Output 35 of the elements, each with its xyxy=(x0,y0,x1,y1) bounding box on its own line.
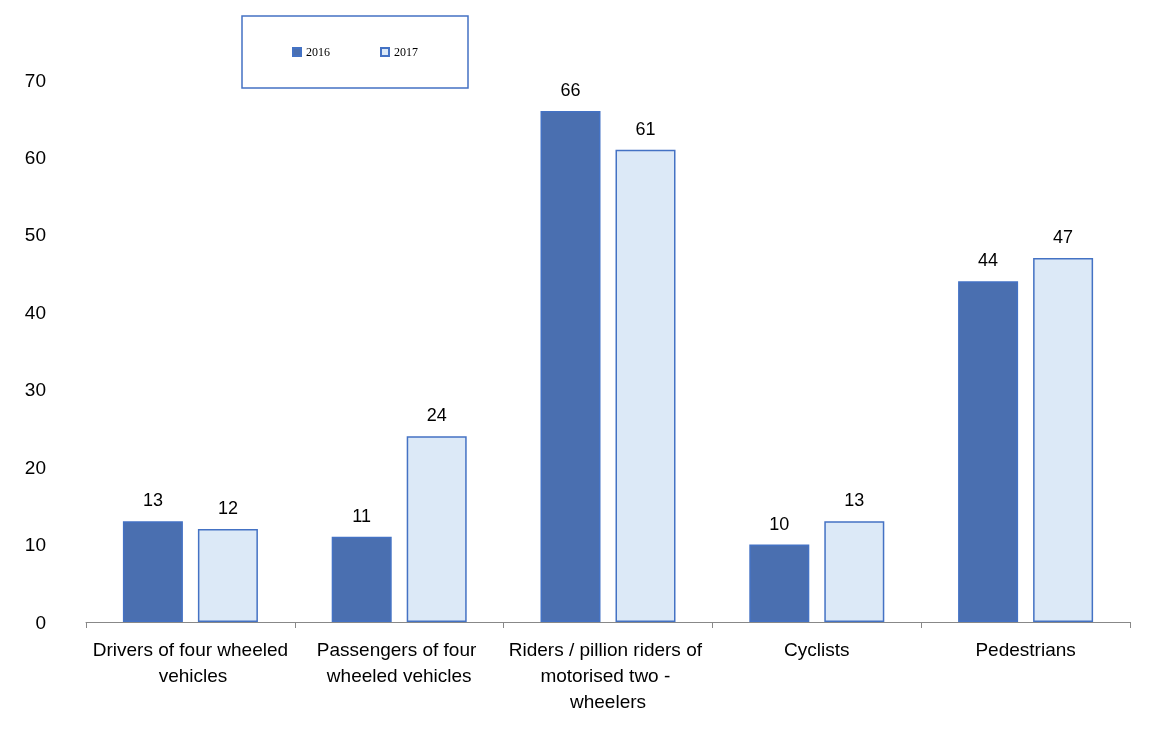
x-tick-label: Drivers of four wheeled vehicles xyxy=(92,638,289,686)
data-label: 12 xyxy=(217,498,238,519)
bar xyxy=(122,521,183,622)
data-label: 44 xyxy=(978,250,999,271)
data-label: 66 xyxy=(560,79,581,100)
y-tick-label: 10 xyxy=(24,534,46,556)
y-tick-label: 40 xyxy=(24,301,46,323)
legend-label: 2016 xyxy=(306,45,330,59)
y-tick-label: 30 xyxy=(24,379,46,401)
bar xyxy=(824,521,885,622)
y-tick-label: 20 xyxy=(24,456,46,478)
bar xyxy=(749,544,810,622)
bar xyxy=(331,536,392,622)
y-tick-label: 70 xyxy=(24,69,46,91)
data-label: 13 xyxy=(142,490,163,511)
x-tick-label: Passengers of four wheeled vehicles xyxy=(316,638,482,686)
legend-label: 2017 xyxy=(394,45,418,59)
bar xyxy=(615,149,676,622)
data-label: 10 xyxy=(769,513,790,534)
x-tick-label: Cyclists xyxy=(784,638,850,660)
bar xyxy=(197,529,258,622)
data-label: 13 xyxy=(844,490,865,511)
y-tick-label: 0 xyxy=(35,611,46,633)
data-label: 61 xyxy=(635,118,656,139)
bar xyxy=(958,281,1019,622)
bar xyxy=(406,436,467,622)
data-label: 47 xyxy=(1053,227,1074,248)
y-tick-label: 50 xyxy=(24,224,46,246)
data-label: 24 xyxy=(426,405,447,426)
x-tick-label: Pedestrians xyxy=(975,638,1076,660)
bar xyxy=(1033,258,1094,622)
data-label: 11 xyxy=(352,505,372,526)
x-tick-label: Riders / pillion riders of motorised two - wheelers xyxy=(508,638,708,712)
bar xyxy=(540,110,601,622)
y-tick-label: 60 xyxy=(24,146,46,168)
